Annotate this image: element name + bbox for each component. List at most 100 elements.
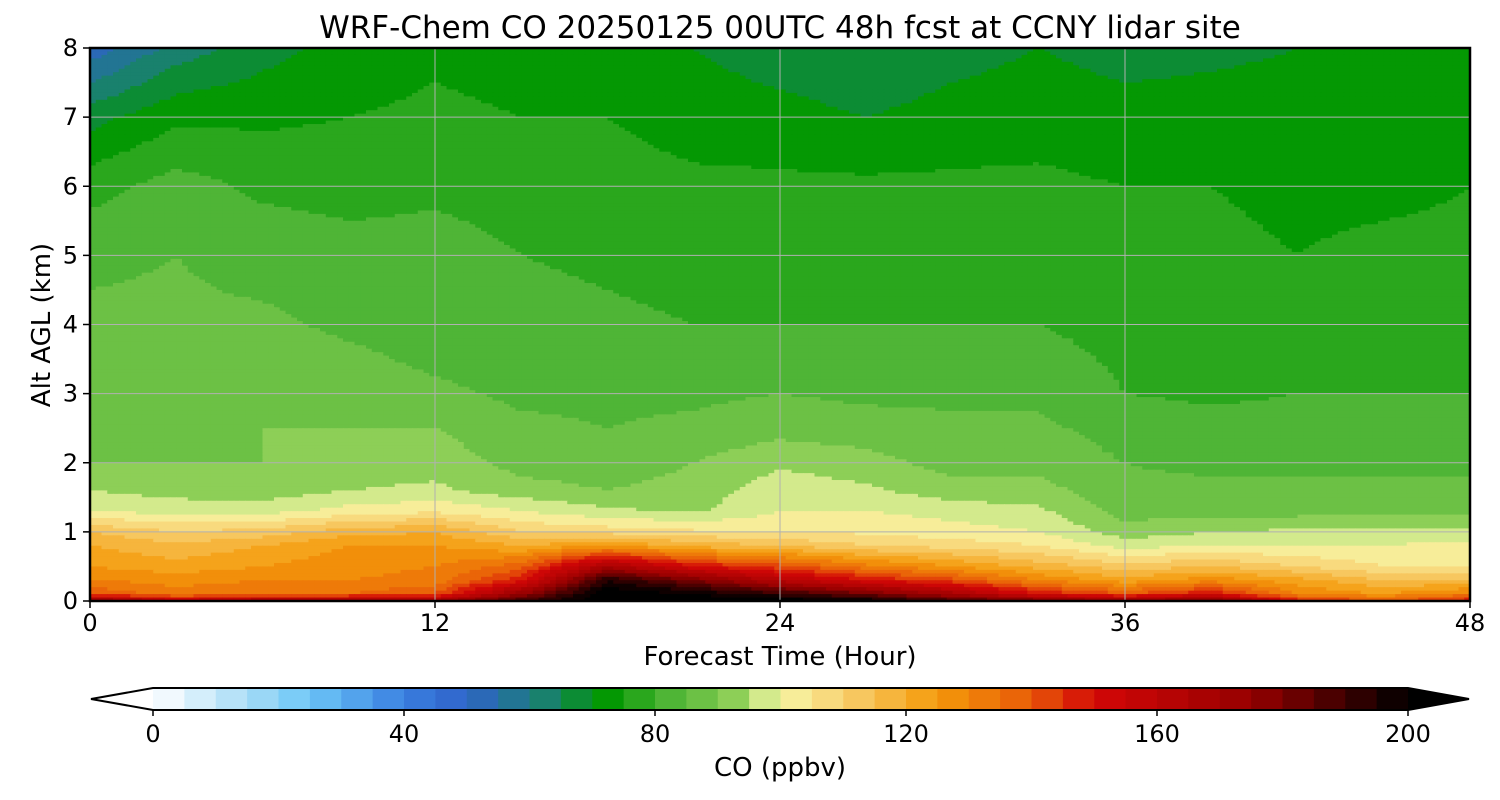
contour-cell [515,99,522,104]
contour-cell [1303,86,1310,91]
contour-cell [716,54,724,59]
contour-cell [837,79,844,84]
contour-cell [377,82,384,87]
contour-cell [831,89,839,94]
contour-cell [831,54,839,59]
contour-cell [670,103,678,108]
contour-cell [561,79,568,84]
contour-cell [124,92,131,97]
contour-cell [486,92,494,97]
contour-cell [1010,96,1017,101]
contour-cell [630,75,637,80]
contour-cell [705,75,712,80]
contour-cell [1418,61,1425,66]
contour-cell [946,48,954,53]
contour-cell [1251,58,1258,63]
contour-cell [314,72,321,77]
contour-cell [820,61,827,66]
contour-cell [182,86,189,91]
contour-cell [1251,61,1258,66]
contour-cell [325,86,333,91]
contour-cell [331,96,338,101]
contour-cell [923,75,931,80]
contour-cell [912,96,919,101]
contour-cell [95,110,103,115]
contour-cell [1027,79,1034,84]
contour-cell [153,75,160,80]
contour-cell [1148,92,1155,97]
contour-cell [440,75,448,80]
contour-cell [233,82,241,87]
contour-cell [665,75,672,80]
contour-cell [1286,86,1293,91]
contour-cell [613,61,620,66]
contour-cell [1274,54,1281,59]
contour-cell [573,96,580,101]
contour-cell [1240,61,1247,66]
contour-cell [739,68,747,73]
contour-cell [515,79,522,84]
contour-cell [1355,58,1362,63]
contour-cell [1297,54,1304,59]
contour-cell [797,72,804,77]
contour-cell [837,89,844,94]
contour-cell [136,72,143,77]
contour-cell [1274,99,1281,104]
contour-cell [498,54,505,59]
contour-cell [1194,103,1201,108]
contour-cell [406,51,413,56]
contour-cell [435,51,442,56]
contour-cell [394,92,402,97]
contour-cell [297,54,304,59]
contour-cell [228,51,235,56]
contour-cell [849,65,856,70]
contour-cell [826,75,833,80]
contour-cell [849,86,856,91]
contour-cell [1314,96,1322,101]
contour-cell [481,103,488,108]
contour-cell [544,72,551,77]
contour-cell [883,99,890,104]
contour-cell [504,68,511,73]
contour-cell [325,75,333,80]
contour-cell [814,51,821,56]
contour-cell [1171,92,1178,97]
contour-cell [992,75,1000,80]
contour-cell [429,92,436,97]
contour-cell [1182,92,1189,97]
contour-cell [544,48,551,53]
contour-cell [400,103,407,108]
contour-cell [596,86,603,91]
contour-cell [170,106,177,111]
contour-cell [538,92,545,97]
contour-cell [274,96,281,101]
contour-cell [1383,65,1391,70]
contour-cell [285,72,292,77]
contour-cell [107,103,114,108]
contour-cell [205,99,212,104]
contour-cell [883,58,890,63]
contour-cell [210,99,218,104]
contour-cell [95,65,103,70]
contour-cell [670,51,678,56]
contour-cell [406,92,413,97]
contour-cell [1044,92,1051,97]
contour-cell [1153,110,1161,115]
contour-cell [762,54,770,59]
contour-cell [1136,48,1143,53]
contour-cell [274,58,281,63]
contour-cell [624,96,632,101]
contour-cell [751,103,758,108]
contour-cell [584,99,591,104]
contour-cell [498,99,505,104]
contour-cell [113,48,120,53]
contour-cell [377,68,384,73]
contour-cell [118,82,126,87]
contour-cell [1418,54,1425,59]
contour-cell [193,75,200,80]
contour-cell [1309,82,1316,87]
contour-cell [981,103,988,108]
contour-cell [1015,48,1023,53]
contour-cell [854,48,862,53]
contour-cell [331,65,338,70]
